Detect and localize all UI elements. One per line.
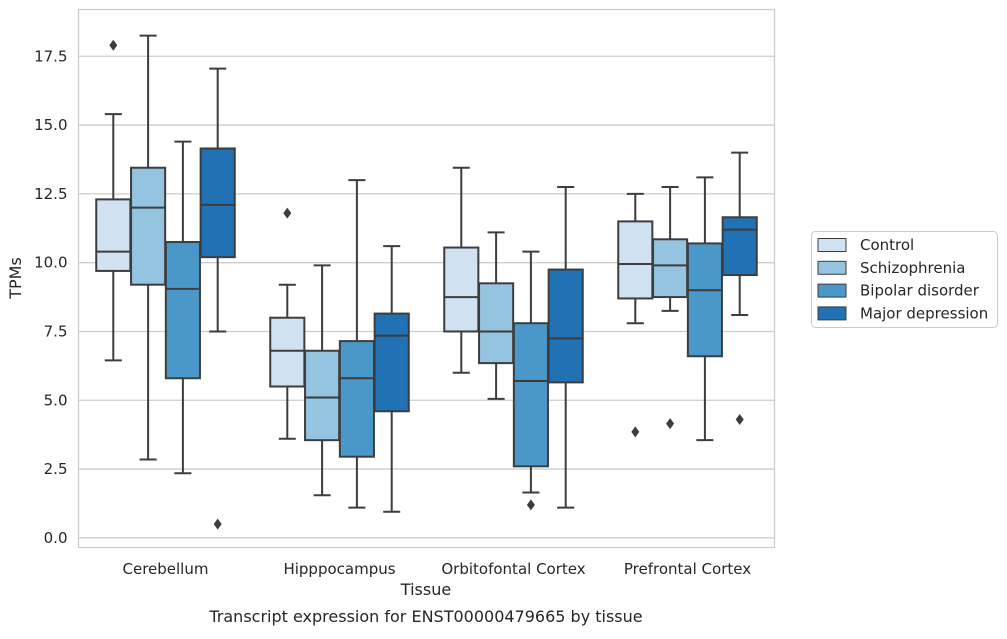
box-major-depression bbox=[199, 67, 236, 530]
box-major-depression bbox=[373, 245, 410, 513]
x-tick-labels: Cerebellum Hipppocampus Orbitofontal Corte… bbox=[123, 560, 752, 578]
box-body bbox=[652, 238, 689, 299]
outlier-point bbox=[631, 426, 640, 438]
y-tick-label: 0.0 bbox=[44, 529, 68, 547]
box-body bbox=[269, 316, 306, 388]
x-tick-label: Hipppocampus bbox=[283, 560, 395, 578]
legend-frame bbox=[811, 231, 998, 328]
outlier-point bbox=[283, 207, 292, 219]
y-tick-label: 2.5 bbox=[44, 460, 68, 478]
y-tick-label: 5.0 bbox=[44, 391, 68, 409]
box-schizophrenia bbox=[304, 264, 341, 497]
box-control bbox=[269, 207, 306, 440]
y-tick-labels: 0.0 2.5 5.0 7.5 10.0 12.5 15.0 17.5 bbox=[34, 47, 67, 547]
box-body bbox=[686, 242, 723, 358]
box-control bbox=[617, 192, 654, 438]
outlier-point bbox=[109, 39, 118, 51]
legend-label: Bipolar disorder bbox=[860, 282, 980, 300]
x-tick-label: Cerebellum bbox=[123, 560, 209, 578]
outlier-point bbox=[213, 518, 222, 530]
y-tick-label: 10.0 bbox=[34, 254, 67, 272]
box-bipolar-disorder bbox=[338, 179, 375, 509]
x-axis-label: Tissue bbox=[400, 580, 451, 599]
box-body bbox=[304, 349, 341, 442]
box-schizophrenia bbox=[130, 34, 167, 461]
legend-label: Major depression bbox=[860, 304, 988, 322]
box-bipolar-disorder bbox=[512, 250, 549, 511]
outlier-point bbox=[735, 414, 744, 426]
box-body bbox=[373, 312, 410, 413]
box-body bbox=[443, 246, 480, 333]
legend-label: Control bbox=[860, 236, 914, 254]
plot-frame bbox=[77, 8, 776, 549]
box-major-depression bbox=[721, 151, 758, 426]
legend: Control Schizophrenia Bipolar disorder Majo… bbox=[811, 231, 998, 328]
legend-swatch bbox=[817, 238, 847, 252]
box-control bbox=[443, 166, 480, 374]
box-body bbox=[95, 198, 132, 272]
box-body bbox=[721, 216, 758, 277]
box-body bbox=[164, 241, 201, 380]
y-tick-label: 7.5 bbox=[44, 322, 68, 340]
box-body bbox=[130, 166, 167, 286]
box-body bbox=[199, 147, 236, 259]
x-tick-label: Orbitofontal Cortex bbox=[441, 560, 585, 578]
box-body bbox=[338, 340, 375, 458]
y-axis-label: TPMs bbox=[6, 257, 25, 300]
legend-swatch bbox=[817, 283, 847, 298]
y-tick-label: 15.0 bbox=[34, 116, 67, 134]
x-tick-label: Prefrontal Cortex bbox=[624, 560, 751, 578]
legend-swatch bbox=[817, 306, 847, 321]
box-body bbox=[617, 220, 654, 300]
box-body bbox=[478, 282, 515, 365]
y-tick-label: 17.5 bbox=[34, 47, 67, 65]
box-control bbox=[95, 39, 132, 362]
boxes bbox=[95, 34, 758, 530]
legend-label: Schizophrenia bbox=[860, 259, 965, 277]
box-major-depression bbox=[547, 185, 584, 509]
box-body bbox=[512, 322, 549, 468]
box-bipolar-disorder bbox=[686, 176, 723, 442]
legend-swatch bbox=[817, 260, 847, 275]
box-schizophrenia bbox=[478, 231, 515, 400]
chart-caption: Transcript expression for ENST0000047966… bbox=[208, 607, 642, 626]
box-body bbox=[547, 268, 584, 384]
box-schizophrenia bbox=[652, 185, 689, 430]
outlier-point bbox=[666, 418, 675, 430]
box-bipolar-disorder bbox=[164, 140, 201, 475]
outlier-point bbox=[526, 499, 535, 511]
y-tick-label: 12.5 bbox=[34, 185, 67, 203]
